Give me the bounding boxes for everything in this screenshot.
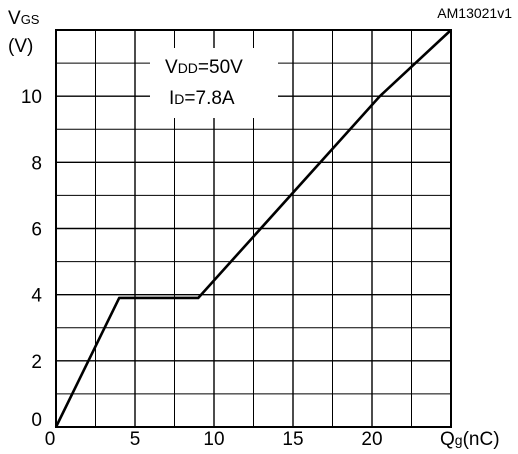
plot-frame <box>55 29 452 428</box>
y-axis-unit: (V) <box>8 36 33 57</box>
x-tick-label: 10 <box>203 429 224 450</box>
y-tick-label: 6 <box>31 220 42 241</box>
y-tick-label: 0 <box>31 410 42 431</box>
y-tick-labels: 0 2 4 6 8 10 <box>21 87 43 431</box>
x-axis-label: Qg(nC) <box>440 429 500 450</box>
x-tick-label: 20 <box>361 429 382 450</box>
y-tick-label: 2 <box>31 352 42 373</box>
y-axis-label: VGS <box>8 8 40 29</box>
x-tick-label: 15 <box>282 429 303 450</box>
x-tick-label: 0 <box>45 429 56 450</box>
y-tick-label: 4 <box>31 286 42 307</box>
y-tick-label: 10 <box>21 87 42 108</box>
grid <box>56 30 451 427</box>
annotation-background <box>150 48 278 118</box>
x-tick-labels: 0 5 10 15 20 <box>45 429 383 450</box>
series-layer <box>54 29 452 428</box>
x-tick-label: 5 <box>130 429 141 450</box>
figure-id: AM13021v1 <box>437 5 512 21</box>
annotation-vdd: VDD=50V <box>165 57 243 78</box>
annotation-id: ID=7.8A <box>169 88 235 109</box>
series-line-vgs <box>54 29 452 428</box>
y-tick-label: 8 <box>31 153 42 174</box>
